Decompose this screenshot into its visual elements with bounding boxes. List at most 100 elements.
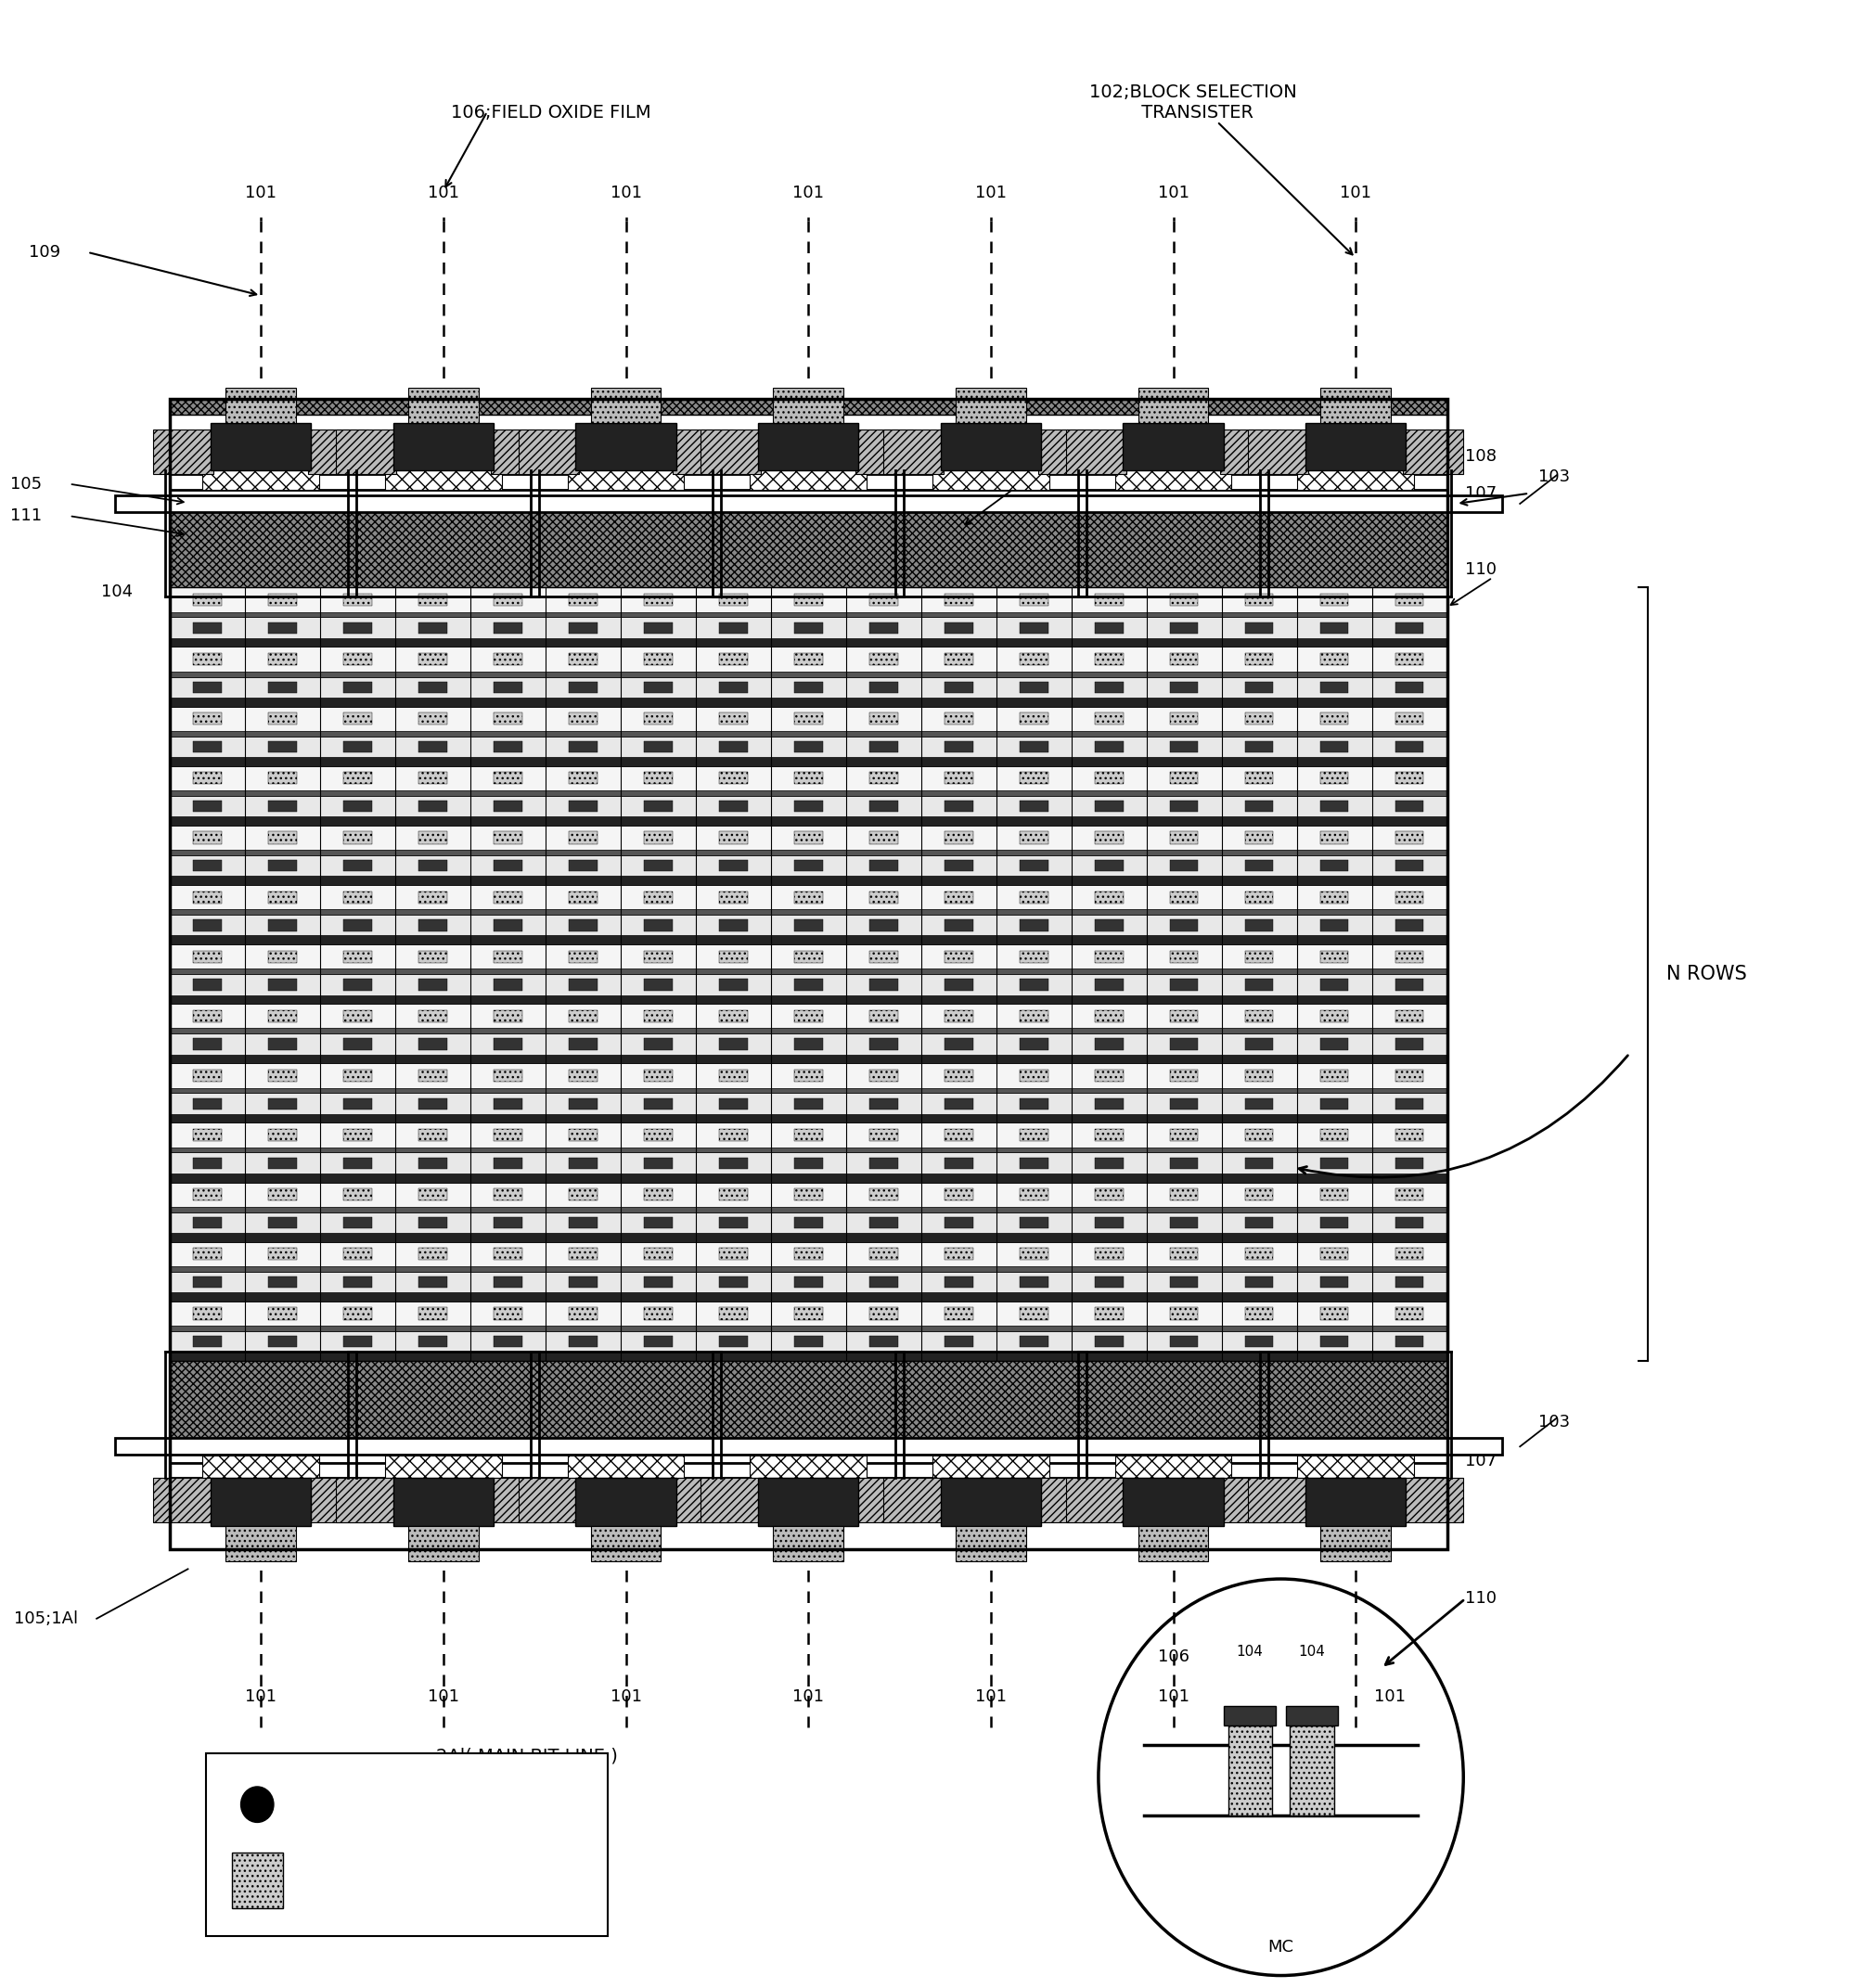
Bar	[1094, 654, 1124, 666]
Bar	[944, 1129, 974, 1141]
Bar	[1396, 1010, 1423, 1022]
Bar	[794, 622, 822, 634]
Bar	[944, 861, 974, 871]
Bar	[170, 1326, 1447, 1332]
Bar	[1246, 1038, 1273, 1050]
Bar	[944, 920, 974, 930]
Bar	[870, 1217, 898, 1229]
Bar	[170, 1054, 1447, 1064]
Text: 105: 105	[11, 475, 43, 493]
Bar	[1170, 831, 1198, 843]
Bar	[1170, 978, 1198, 990]
Bar	[1246, 978, 1273, 990]
Text: 111: 111	[11, 507, 43, 525]
Bar	[1020, 1097, 1048, 1109]
Bar	[418, 1217, 446, 1229]
Bar	[1246, 771, 1273, 783]
Bar	[1227, 1726, 1272, 1815]
Bar	[1124, 423, 1224, 471]
Bar	[342, 622, 372, 634]
Bar	[870, 920, 898, 930]
Bar	[940, 423, 1040, 471]
Bar	[718, 1070, 748, 1081]
Bar	[870, 978, 898, 990]
Bar	[718, 622, 748, 634]
Bar	[342, 801, 372, 811]
Bar	[170, 676, 1447, 698]
Bar	[1396, 1038, 1423, 1050]
Bar	[568, 801, 598, 811]
Bar	[170, 612, 1447, 616]
Bar	[718, 891, 748, 903]
Bar	[1094, 622, 1124, 634]
Bar	[170, 885, 1447, 909]
Bar	[718, 920, 748, 930]
Bar	[1170, 594, 1198, 606]
Bar	[1286, 1706, 1338, 1726]
Bar	[1170, 1189, 1198, 1201]
Bar	[944, 801, 974, 811]
Bar	[718, 1336, 748, 1348]
Bar	[1246, 654, 1273, 666]
Bar	[944, 1308, 974, 1320]
Text: 2Al( MAIN BIT LINE ): 2Al( MAIN BIT LINE )	[437, 1747, 618, 1765]
Bar	[1094, 1336, 1124, 1348]
Bar	[518, 1477, 579, 1523]
Bar	[944, 1189, 974, 1201]
Bar	[644, 594, 672, 606]
Bar	[1246, 1276, 1273, 1288]
Bar	[1020, 771, 1048, 783]
Bar	[418, 1097, 446, 1109]
Bar	[1114, 467, 1231, 489]
Bar	[494, 1189, 522, 1201]
Bar	[718, 654, 748, 666]
Bar	[944, 1070, 974, 1081]
Bar	[494, 1248, 522, 1260]
Bar	[494, 594, 522, 606]
Text: 101: 101	[792, 1688, 824, 1704]
Bar	[170, 1034, 1447, 1054]
Bar	[1248, 1477, 1309, 1523]
Bar	[193, 978, 222, 990]
Bar	[193, 771, 222, 783]
Bar	[1020, 742, 1048, 753]
Bar	[1020, 978, 1048, 990]
Bar	[268, 950, 296, 962]
Bar	[494, 1129, 522, 1141]
Bar	[1094, 712, 1124, 726]
Bar	[568, 742, 598, 753]
Bar	[718, 594, 748, 606]
Bar	[170, 1113, 1447, 1123]
Text: 109: 109	[28, 245, 61, 260]
Bar	[342, 831, 372, 843]
Bar	[718, 1097, 748, 1109]
Bar	[170, 757, 1447, 765]
Bar	[268, 1070, 296, 1081]
Bar	[1170, 742, 1198, 753]
Bar	[944, 1276, 974, 1288]
Bar	[644, 1038, 672, 1050]
Bar	[674, 429, 733, 473]
Bar	[231, 1853, 283, 1908]
Text: 101: 101	[244, 185, 276, 201]
Bar	[170, 825, 1447, 849]
Bar	[794, 654, 822, 666]
Bar	[944, 978, 974, 990]
Bar	[342, 1276, 372, 1288]
Bar	[1320, 712, 1349, 726]
Bar	[718, 861, 748, 871]
Bar	[494, 1217, 522, 1229]
Bar	[1320, 1010, 1349, 1022]
Bar	[170, 1064, 1447, 1087]
Bar	[494, 978, 522, 990]
Bar	[491, 429, 552, 473]
Bar	[644, 1248, 672, 1260]
Text: 103: 103	[1538, 469, 1570, 485]
Bar	[1290, 1726, 1335, 1815]
Bar	[644, 712, 672, 726]
Bar	[568, 1248, 598, 1260]
Bar	[418, 594, 446, 606]
Bar	[718, 712, 748, 726]
Bar	[170, 944, 1447, 968]
Bar	[193, 622, 222, 634]
